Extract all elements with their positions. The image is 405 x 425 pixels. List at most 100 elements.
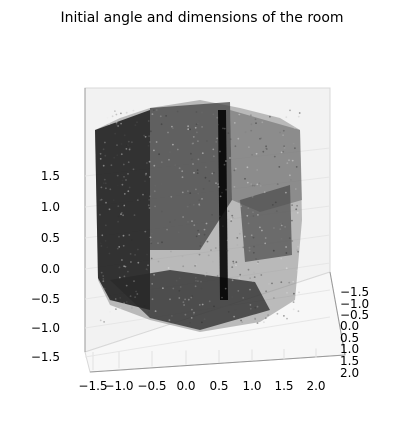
cloud-point <box>198 199 201 202</box>
cloud-point <box>291 204 293 207</box>
cloud-point <box>144 180 146 183</box>
cloud-point <box>229 138 232 141</box>
cloud-point <box>114 132 117 135</box>
cloud-point <box>178 277 181 280</box>
cloud-point <box>127 190 130 193</box>
cloud-point <box>226 239 229 242</box>
floor-cloud <box>110 270 270 330</box>
cloud-point <box>265 145 267 148</box>
cloud-point <box>187 190 189 193</box>
cloud-point <box>106 246 109 249</box>
cloud-point <box>253 245 255 248</box>
cloud-point <box>269 115 271 118</box>
cloud-point <box>115 308 117 310</box>
cloud-point <box>100 186 103 189</box>
cloud-point <box>255 122 257 125</box>
cloud-point <box>122 163 125 166</box>
cloud-point <box>256 183 259 186</box>
cloud-point <box>117 184 119 187</box>
cloud-point <box>298 291 300 294</box>
cloud-point <box>137 176 139 179</box>
y-tick-label: −1.0 <box>340 297 369 311</box>
cloud-point <box>205 166 207 169</box>
cloud-point <box>239 229 242 232</box>
cloud-point <box>173 218 176 221</box>
cloud-point <box>219 195 222 198</box>
cloud-point <box>211 260 214 263</box>
cloud-point <box>240 319 243 322</box>
cloud-point <box>194 277 197 279</box>
cloud-point <box>260 137 262 140</box>
cloud-point <box>197 229 200 232</box>
cloud-point <box>161 241 163 244</box>
cloud-point <box>160 161 163 164</box>
cloud-point <box>160 210 163 213</box>
cloud-point <box>198 304 201 306</box>
cloud-point <box>221 296 223 299</box>
cloud-point <box>298 112 301 114</box>
cloud-point <box>123 175 125 178</box>
cloud-point <box>197 158 200 161</box>
cloud-point <box>150 257 153 260</box>
cloud-point <box>295 208 298 211</box>
cloud-point <box>154 310 157 312</box>
cloud-point <box>132 168 135 171</box>
cloud-point <box>262 150 265 153</box>
cloud-point <box>120 112 122 115</box>
cloud-point <box>189 192 192 195</box>
cloud-point <box>249 277 252 280</box>
cloud-point <box>99 199 102 202</box>
cloud-point <box>120 122 122 125</box>
cloud-point <box>171 315 173 317</box>
cloud-point <box>296 211 299 214</box>
cloud-point <box>178 289 181 292</box>
cloud-point <box>213 305 215 308</box>
cloud-point <box>125 284 128 287</box>
cloud-point <box>178 297 181 299</box>
cloud-point <box>218 215 221 218</box>
cloud-point <box>166 228 169 231</box>
cloud-point <box>149 236 152 239</box>
cloud-point <box>233 185 236 188</box>
cloud-point <box>225 188 228 191</box>
cloud-point <box>265 290 267 293</box>
y-tick-label: −1.5 <box>340 285 369 299</box>
cloud-point <box>227 132 230 135</box>
y-tick-label: 2.0 <box>340 366 359 380</box>
cloud-point <box>279 131 281 134</box>
cloud-point <box>168 319 171 321</box>
cloud-point <box>102 164 105 167</box>
cloud-point <box>295 166 298 168</box>
cloud-point <box>187 298 190 301</box>
cloud-point <box>127 161 130 164</box>
cloud-point <box>232 262 235 265</box>
cloud-point <box>170 195 173 198</box>
cloud-point <box>256 169 259 171</box>
cloud-point <box>171 125 173 128</box>
cloud-point <box>284 226 286 228</box>
cloud-point <box>203 233 206 236</box>
cloud-point <box>134 124 137 127</box>
cloud-point <box>231 216 234 219</box>
cloud-point <box>103 321 105 323</box>
cloud-point <box>213 171 215 174</box>
x-tick-label: −0.5 <box>137 379 166 393</box>
cloud-point <box>252 251 255 254</box>
cloud-point <box>272 249 275 252</box>
cloud-point <box>217 186 220 188</box>
cloud-point <box>182 216 185 218</box>
cloud-point <box>127 173 129 175</box>
cloud-point <box>285 246 287 248</box>
cloud-point <box>147 144 150 147</box>
cloud-point <box>191 308 193 311</box>
cloud-point <box>246 166 249 169</box>
cloud-point <box>297 245 299 248</box>
cloud-point <box>195 123 198 126</box>
cloud-point <box>249 288 251 291</box>
cloud-point <box>143 193 146 195</box>
cloud-point <box>201 303 204 306</box>
cloud-point <box>237 290 240 292</box>
cloud-point <box>290 179 292 181</box>
cloud-point <box>137 248 139 251</box>
cloud-point <box>261 229 263 232</box>
